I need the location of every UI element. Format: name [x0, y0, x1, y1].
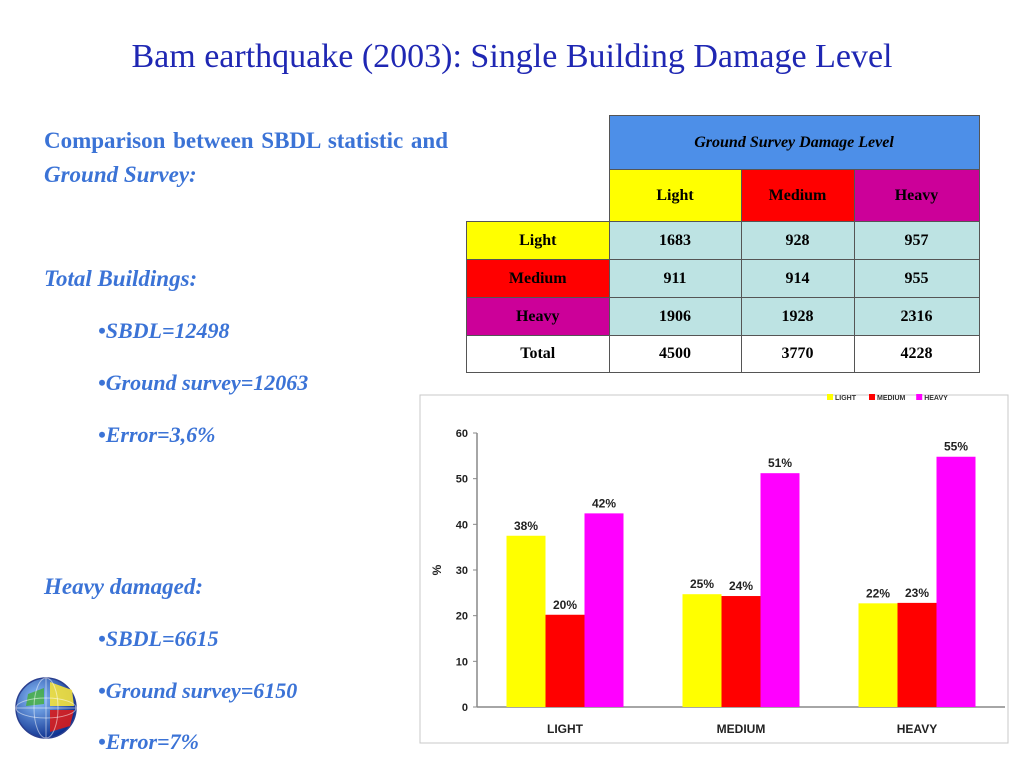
y-tick-label: 30	[456, 565, 468, 577]
data-label: 25%	[690, 577, 714, 591]
y-tick-label: 60	[456, 428, 468, 440]
data-label: 22%	[866, 586, 890, 600]
table-cell: 955	[853, 259, 980, 298]
data-label: 20%	[553, 598, 577, 612]
bar-heavy	[584, 513, 624, 707]
legend-label: HEAVY	[924, 395, 948, 402]
data-label: 23%	[905, 586, 929, 600]
data-label: 24%	[729, 579, 753, 593]
table-cell: 928	[740, 221, 855, 260]
table-row: Total 4500 3770 4228	[466, 335, 980, 373]
table-cell: 1906	[608, 297, 742, 336]
intro-italic-text: Ground Survey:	[44, 162, 197, 187]
row-label: Total	[466, 335, 610, 373]
legend-label: LIGHT	[835, 395, 857, 402]
x-tick-label: MEDIUM	[717, 722, 766, 736]
column-header-light: Light	[608, 169, 742, 222]
y-tick-label: 10	[456, 656, 468, 668]
table-cell: 2316	[853, 297, 980, 336]
bar-medium	[545, 614, 585, 707]
legend-label: MEDIUM	[877, 395, 906, 402]
table-cell: 957	[853, 221, 980, 260]
y-tick-label: 20	[456, 611, 468, 623]
data-label: 55%	[944, 440, 968, 454]
legend-swatch	[916, 394, 923, 400]
intro-text: Comparison between SBDL statistic and	[44, 128, 448, 153]
total-bullet: •SBDL=12498	[98, 318, 230, 343]
table-row: Heavy 1906 1928 2316	[466, 297, 980, 336]
damage-bar-chart: 0 10 20 30 40 50 60% 38% 20% 42% LIGHT 25% 24% 51% MED…	[419, 394, 1009, 744]
damage-table: Ground Survey Damage Level Light Medium …	[466, 115, 980, 373]
bar-light	[858, 603, 898, 707]
heavy-bullet: •Error=7%	[98, 729, 199, 754]
table-cell: 914	[740, 259, 855, 298]
legend-swatch	[827, 394, 833, 400]
y-tick-label: 40	[456, 519, 468, 531]
heavy-damaged-heading: Heavy damaged:	[44, 574, 204, 599]
x-tick-label: LIGHT	[547, 722, 584, 736]
table-header: Ground Survey Damage Level	[608, 115, 980, 170]
data-label: 42%	[592, 496, 616, 510]
slide-title: Bam earthquake (2003): Single Building D…	[131, 38, 893, 75]
table-cell: 4500	[608, 335, 742, 373]
total-buildings-heading: Total Buildings:	[44, 266, 198, 291]
column-header-heavy: Heavy	[853, 169, 980, 222]
y-tick-label: 50	[456, 474, 468, 486]
table-cell: 3770	[740, 335, 855, 373]
x-tick-label: HEAVY	[897, 722, 937, 736]
bar-light	[682, 594, 722, 707]
comparison-intro: Comparison between SBDL statistic and Gr…	[44, 124, 448, 192]
bar-medium	[897, 602, 937, 707]
table-row: Light 1683 928 957	[466, 221, 980, 260]
table-cell: 4228	[853, 335, 980, 373]
table-cell: 1928	[740, 297, 855, 336]
table-row: Medium 911 914 955	[466, 259, 980, 298]
bar-light	[506, 535, 546, 707]
bar-heavy	[936, 456, 976, 707]
globe-icon	[15, 677, 77, 739]
y-axis-label: %	[430, 564, 444, 575]
total-bullet: •Error=3,6%	[98, 422, 216, 447]
heavy-bullet: •SBDL=6615	[98, 626, 219, 651]
row-label: Light	[466, 221, 610, 260]
bar-medium	[721, 596, 761, 707]
table-cell: 911	[608, 259, 742, 298]
data-label: 51%	[768, 456, 792, 470]
bar-heavy	[760, 473, 800, 707]
legend-swatch	[869, 394, 875, 400]
heavy-bullet: •Ground survey=6150	[98, 678, 298, 703]
table-cell: 1683	[608, 221, 742, 260]
row-label: Medium	[466, 259, 610, 298]
row-label: Heavy	[466, 297, 610, 336]
column-header-medium: Medium	[740, 169, 855, 222]
total-bullet: •Ground survey=12063	[98, 370, 309, 395]
y-tick-label: 0	[462, 702, 468, 714]
data-label: 38%	[514, 519, 538, 533]
